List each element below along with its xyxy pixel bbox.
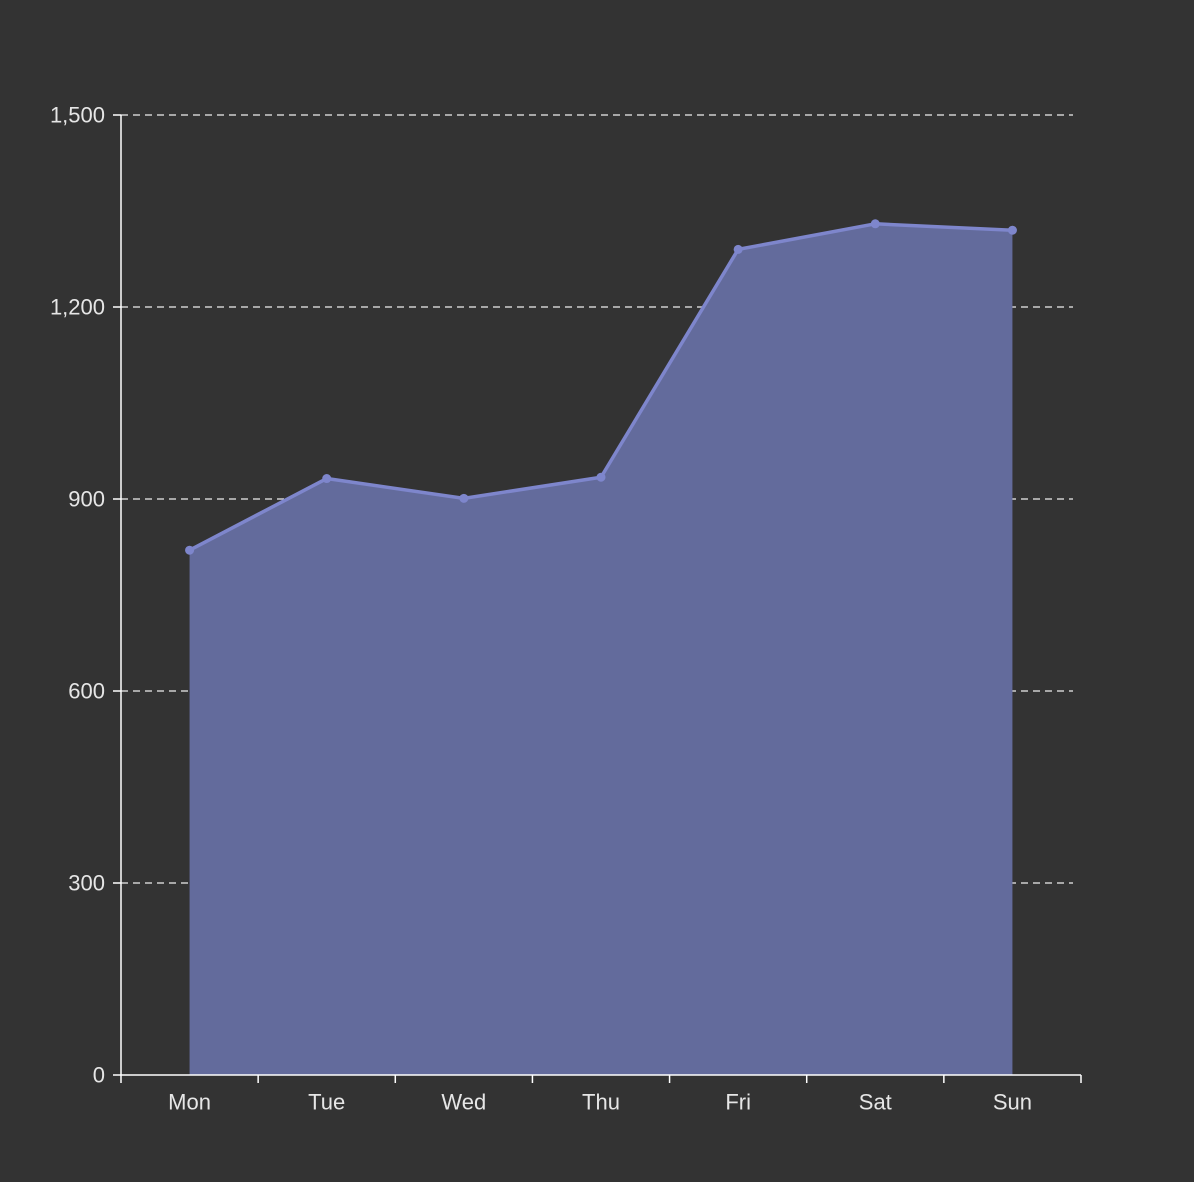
data-point — [322, 474, 332, 484]
x-tick-label: Thu — [582, 1090, 620, 1115]
y-tick-label: 300 — [68, 871, 105, 896]
data-points — [185, 219, 1017, 555]
y-tick-label: 0 — [93, 1063, 105, 1088]
tick-labels: 0 300 600 900 1,200 1,500 Mon Tue Wed Thu Fri Sat Su… — [50, 103, 1032, 1115]
data-point — [185, 545, 195, 555]
axes — [113, 114, 1082, 1083]
data-point — [870, 219, 880, 229]
x-tick-label: Sun — [993, 1090, 1032, 1115]
y-tick-label: 900 — [68, 487, 105, 512]
data-point — [733, 244, 743, 254]
y-tick-label: 600 — [68, 679, 105, 704]
x-tick-label: Sat — [859, 1090, 892, 1115]
x-tick-label: Tue — [308, 1090, 345, 1115]
data-point — [459, 493, 469, 503]
y-tick-label: 1,200 — [50, 295, 105, 320]
series-area — [189, 223, 1013, 1076]
data-point — [596, 472, 606, 482]
area-layer — [188, 222, 1013, 1076]
x-tick-label: Wed — [441, 1090, 486, 1115]
x-tick-label: Mon — [168, 1090, 211, 1115]
y-tick-label: 1,500 — [50, 103, 105, 128]
x-tick-label: Fri — [725, 1090, 751, 1115]
data-point — [1007, 225, 1017, 235]
